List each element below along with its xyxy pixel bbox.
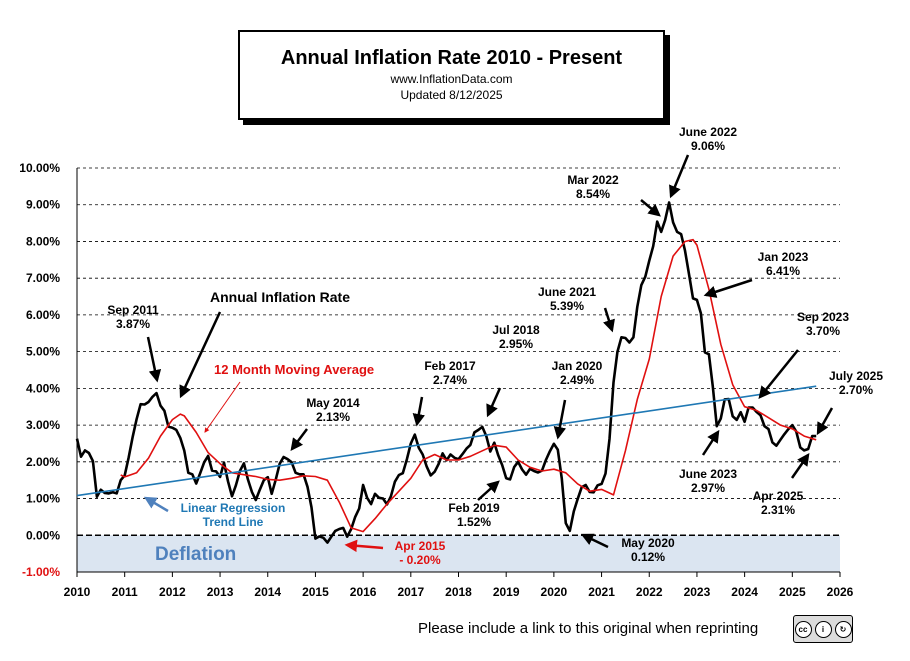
y-tick-label: 9.00% [26, 198, 60, 212]
x-tick-label: 2016 [350, 585, 377, 599]
annotation-label: July 2025 2.70% [829, 369, 883, 397]
x-tick-label: 2012 [159, 585, 186, 599]
x-tick-label: 2017 [397, 585, 424, 599]
moving-average-label: 12 Month Moving Average [214, 362, 374, 377]
y-tick-label: -1.00% [22, 565, 60, 579]
annotation-label: Jan 2020 2.49% [552, 359, 603, 387]
annotation-arrow [553, 399, 567, 440]
x-tick-label: 2022 [636, 585, 663, 599]
moving-average-line [120, 238, 817, 533]
annotation-arrow [758, 349, 799, 399]
deflation-band [77, 535, 840, 572]
annotation-arrow [703, 278, 753, 298]
annotation-label: Apr 2015- 0.20% [395, 539, 446, 567]
trend-line [76, 385, 817, 497]
annotation-label: Sep 2023 3.70% [797, 310, 849, 338]
annotation-arrow [412, 396, 425, 427]
reprint-note: Please include a link to this original w… [418, 620, 759, 637]
annotation-label: Apr 2025 2.31% [753, 489, 804, 517]
x-tick-label: 2020 [541, 585, 568, 599]
annotation-arrow [486, 387, 502, 418]
y-tick-label: 2.00% [26, 455, 60, 469]
source-url[interactable]: www.InflationData.com [390, 72, 513, 86]
annotation-label: Sep 2011 3.87% [107, 303, 159, 331]
y-tick-label: 6.00% [26, 308, 60, 322]
title-box: Annual Inflation Rate 2010 - Present www… [238, 30, 665, 120]
updated-date: Updated 8/12/2025 [400, 88, 503, 102]
y-tick-label: 5.00% [26, 345, 60, 359]
x-tick-label: 2024 [731, 585, 758, 599]
trend-arrow [143, 496, 169, 513]
annotation-label: June 2023 2.97% [679, 467, 737, 495]
x-tick-label: 2025 [779, 585, 806, 599]
x-tick-label: 2010 [64, 585, 91, 599]
annotation-arrow [640, 199, 661, 217]
y-tick-label: 4.00% [26, 381, 60, 395]
x-tick-label: 2014 [254, 585, 281, 599]
annotation-label: Feb 2019 1.52% [448, 501, 500, 529]
x-tick-label: 2013 [207, 585, 234, 599]
annotation-arrow [580, 533, 609, 549]
annotation-label: June 2021 5.39% [538, 285, 596, 313]
annotation-label: May 2014 2.13% [306, 396, 360, 424]
sa-icon: ↻ [834, 620, 852, 638]
y-tick-label: 8.00% [26, 234, 60, 248]
annotation-arrow [477, 480, 500, 501]
annotation-label: Feb 2017 2.74% [424, 359, 476, 387]
annotation-label: Mar 2022 8.54% [567, 173, 619, 201]
x-tick-label: 2026 [827, 585, 854, 599]
annotation-arrow [603, 307, 615, 333]
annotation-arrow [344, 539, 384, 553]
deflation-label: Deflation [155, 544, 236, 565]
annotation-label: Jul 2018 2.95% [492, 323, 540, 351]
y-tick-label: 1.00% [26, 492, 60, 506]
annotation-label: Jan 2023 6.41% [758, 250, 809, 278]
x-tick-label: 2018 [445, 585, 472, 599]
creative-commons-by-sa-icon[interactable]: cc i ↻ [793, 615, 853, 643]
annotation-arrow [146, 336, 162, 383]
y-tick-label: 3.00% [26, 418, 60, 432]
cc-icon: cc [794, 620, 812, 638]
annual-rate-label: Annual Inflation Rate [210, 289, 350, 305]
trend-label: Linear Regression Trend Line [181, 501, 286, 529]
x-tick-label: 2019 [493, 585, 520, 599]
annual-arrow [179, 311, 222, 399]
moving-average-arrow [204, 381, 241, 433]
chart-title: Annual Inflation Rate 2010 - Present [280, 47, 623, 69]
annotation-arrow [290, 428, 308, 451]
y-tick-label: 0.00% [26, 528, 60, 542]
y-tick-label: 7.00% [26, 271, 60, 285]
x-tick-label: 2015 [302, 585, 329, 599]
annotation-arrow [701, 429, 720, 456]
x-tick-label: 2011 [112, 585, 138, 599]
y-tick-label: 10.00% [19, 161, 60, 175]
annotation-arrow [790, 452, 810, 479]
x-tick-label: 2021 [588, 585, 615, 599]
annotation-label: May 2020 0.12% [621, 536, 675, 564]
by-icon: i [814, 620, 832, 638]
annotation-arrow [669, 154, 690, 199]
x-tick-label: 2023 [684, 585, 711, 599]
annotation-label: June 2022 9.06% [679, 125, 737, 153]
annotation-arrow [816, 407, 834, 436]
